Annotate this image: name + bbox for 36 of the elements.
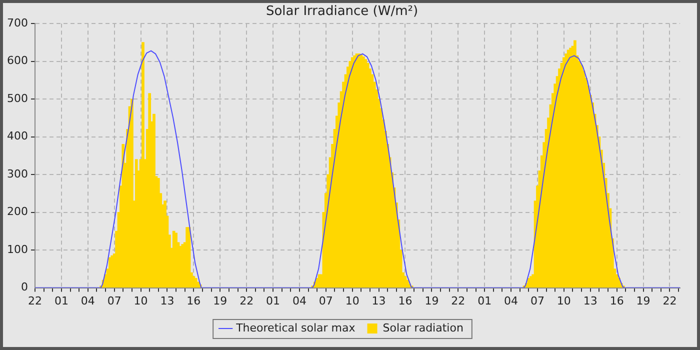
x-tick-label: 19 [424,294,439,308]
x-tick-label: 16 [610,294,624,308]
x-tick-label: 01 [54,294,68,308]
x-tick-label: 19 [213,294,228,308]
x-tick-label: 04 [504,294,518,308]
x-tick-label: 04 [80,294,95,308]
legend-label: Theoretical solar max [235,321,356,334]
x-tick-label: 07 [318,294,333,308]
y-tick-label: 200 [6,205,28,218]
x-tick-label: 19 [636,294,650,308]
y-tick-label: 300 [6,167,28,180]
x-tick-label: 04 [292,294,306,308]
y-tick-label: 0 [20,280,28,294]
legend-label: Solar radiation [382,321,464,334]
y-tick-label: 700 [6,16,28,30]
x-tick-label: 10 [134,294,148,308]
x-tick-label: 10 [556,294,571,308]
y-tick-label: 400 [6,130,28,143]
x-tick-label: 07 [530,294,544,308]
x-tick-label: 07 [107,294,122,308]
x-tick-label: 13 [372,294,386,308]
x-tick-label: 16 [398,294,412,308]
y-tick-label: 100 [6,242,28,256]
x-tick-label: 13 [583,294,598,308]
x-tick-label: 01 [266,294,280,308]
y-tick-label: 500 [6,92,28,105]
x-tick-label: 22 [451,294,466,308]
y-tick-label: 600 [6,54,28,68]
x-tick-label: 22 [240,294,254,308]
x-tick-label: 10 [345,294,360,308]
chart-title: Solar Irradiance (W/m²) [266,4,418,20]
x-tick-label: 16 [186,294,201,308]
x-tick-label: 22 [662,294,677,308]
x-tick-label: 22 [28,294,42,308]
x-tick-label: 13 [160,294,174,308]
x-tick-label: 01 [478,294,492,308]
